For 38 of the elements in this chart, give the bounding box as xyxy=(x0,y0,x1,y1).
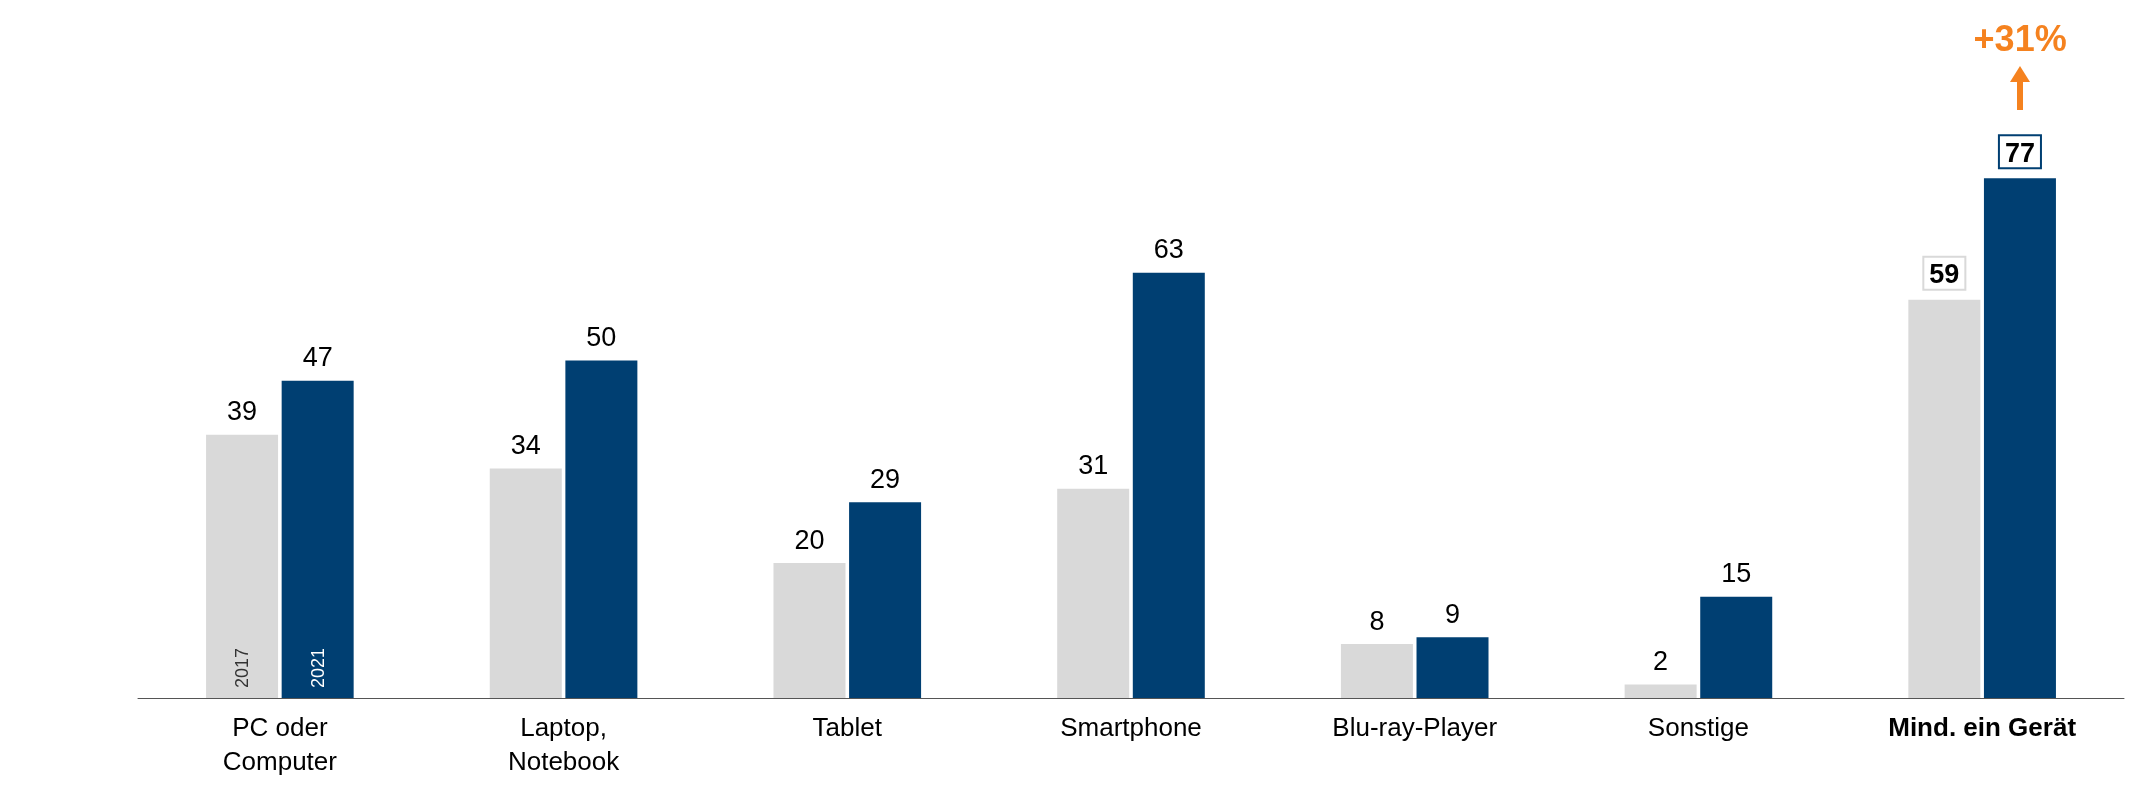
data-label: 15 xyxy=(1721,558,1752,589)
bar xyxy=(1132,272,1205,698)
series-label: 2017 xyxy=(232,647,253,688)
bar xyxy=(849,502,922,698)
bar xyxy=(281,380,354,698)
bar xyxy=(1057,488,1130,698)
data-label: 50 xyxy=(586,322,617,352)
data-label: 9 xyxy=(1445,598,1461,629)
x-tick-label: PC oder Computer xyxy=(222,712,338,776)
data-label: 31 xyxy=(1078,450,1109,481)
bar xyxy=(1983,178,2056,698)
x-tick-label: Smartphone xyxy=(1060,712,1202,742)
bar xyxy=(1624,684,1697,698)
data-label: 29 xyxy=(870,463,901,494)
bar xyxy=(1416,637,1489,698)
data-label: 39 xyxy=(227,396,258,427)
data-label: 8 xyxy=(1369,605,1385,636)
bar xyxy=(489,468,562,698)
data-label: 77 xyxy=(2004,137,2035,168)
x-tick-label: Tablet xyxy=(812,712,883,742)
data-label: 47 xyxy=(302,342,333,373)
series-label: 2021 xyxy=(307,647,328,688)
bar xyxy=(773,563,846,698)
data-label: 20 xyxy=(794,524,825,555)
x-tick-label: Blu-ray-Player xyxy=(1332,712,1498,742)
data-label: 59 xyxy=(1929,259,1960,290)
x-tick-label: Mind. ein Gerät xyxy=(1888,712,2077,742)
data-label: 2 xyxy=(1653,646,1669,676)
data-label: 34 xyxy=(510,430,541,460)
bar xyxy=(1340,644,1413,698)
x-tick-label: Sonstige xyxy=(1647,712,1750,742)
bar xyxy=(206,434,279,698)
data-label: 63 xyxy=(1153,234,1184,265)
bar xyxy=(565,360,638,698)
x-tick-label: Laptop, Notebook xyxy=(507,712,621,776)
bar xyxy=(1700,596,1773,698)
text: +31% xyxy=(1972,18,2068,61)
bar xyxy=(1908,299,1981,698)
